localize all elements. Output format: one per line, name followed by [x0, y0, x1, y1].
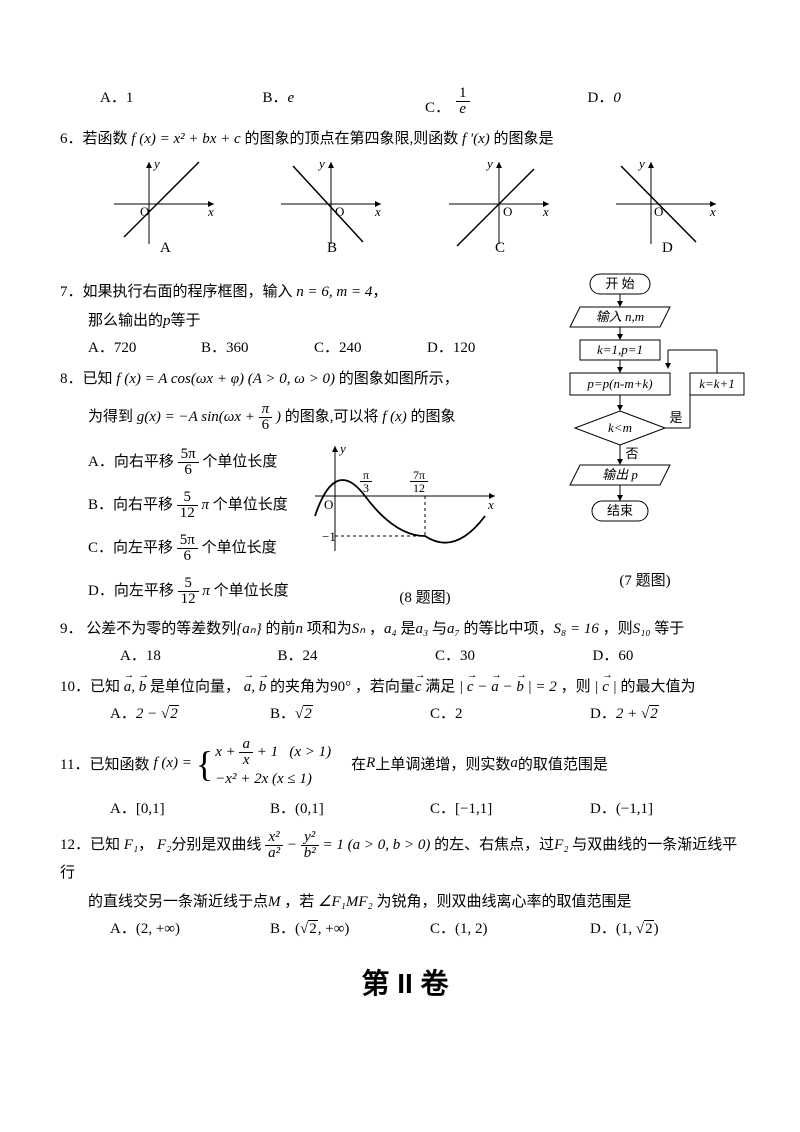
- q11-opt-B: B．(0,1]: [270, 797, 430, 818]
- svg-text:k=1,p=1: k=1,p=1: [597, 342, 643, 357]
- q11-opt-C: C．[−1,1]: [430, 797, 590, 818]
- q12-stem2: 的直线交另一条渐近线于点M ，若 ∠F₁MF₂ 为锐角，则双曲线离心率的取值范围…: [88, 890, 750, 911]
- q10-opt-A: A．2 − 2: [110, 702, 270, 723]
- q12-stem: 12．已知 F₁， F₂分别是双曲线 x²a² − y²b² = 1 (a > …: [60, 830, 750, 882]
- svg-text:结束: 结束: [607, 503, 633, 518]
- q7-fig-label: (7 题图): [540, 569, 750, 590]
- q7-stem: 7．如果执行右面的程序框图，输入 n = 6, m = 4，: [60, 280, 540, 301]
- q12-opt-A: A．(2, +∞): [110, 917, 270, 938]
- q11-options: A．[0,1] B．(0,1] C．[−1,1] D．(−1,1]: [110, 797, 750, 818]
- svg-text:x: x: [207, 204, 214, 219]
- q6-graph-C: O x y C: [439, 154, 559, 254]
- q8-stem: 8．已知 f (x) = A cos(ωx + φ) (A > 0, ω > 0…: [60, 367, 540, 388]
- q5-opt-C: C． 1e: [425, 86, 588, 117]
- q12-opt-D: D．(1, 2): [590, 917, 750, 938]
- q5-opt-D: D．0: [588, 86, 751, 117]
- svg-text:y: y: [317, 156, 325, 171]
- svg-text:O: O: [140, 204, 149, 219]
- svg-text:x: x: [709, 204, 716, 219]
- svg-text:O: O: [503, 204, 512, 219]
- svg-text:y: y: [338, 441, 346, 456]
- svg-text:k<m: k<m: [608, 420, 632, 435]
- svg-text:p=p(n-m+k): p=p(n-m+k): [586, 376, 652, 391]
- q8-opt-D: D．向左平移 512 π 个单位长度: [88, 576, 310, 607]
- svg-text:O: O: [654, 204, 663, 219]
- svg-text:x: x: [487, 497, 494, 512]
- q11-opt-A: A．[0,1]: [110, 797, 270, 818]
- q10-opt-D: D．2 + 2: [590, 702, 750, 723]
- svg-text:y: y: [152, 156, 160, 171]
- q10-stem: 10．已知 a, b 是单位向量， a, b 的夹角为90° ，若向量c 满足 …: [60, 675, 750, 696]
- q6-graph-B: O x y B: [271, 154, 391, 254]
- q12-opt-B: B．(2, +∞): [270, 917, 430, 938]
- svg-text:B: B: [327, 240, 337, 254]
- q7-opt-A: A．720: [88, 336, 201, 357]
- q8-fig-label: (8 题图): [310, 586, 540, 607]
- q10-opt-B: B．2: [270, 702, 430, 723]
- q11-stem: 11．已知函数 f (x) = { x + ax + 1 (x > 1) −x²…: [60, 737, 750, 791]
- q9-stem: 9． 公差不为零的等差数列{aₙ} 的前n 项和为Sₙ ，a₄ 是a₃ 与a₇ …: [60, 617, 750, 638]
- q7-opt-C: C．240: [314, 336, 427, 357]
- svg-text:输出 p: 输出 p: [602, 467, 638, 482]
- q8-graph: O x y −1 π3 7π12: [310, 441, 500, 561]
- q6-graph-D: O x y D: [606, 154, 726, 254]
- svg-text:y: y: [485, 156, 493, 171]
- svg-text:A: A: [160, 240, 171, 254]
- svg-text:否: 否: [625, 446, 638, 461]
- q9-opt-C: C．30: [435, 644, 593, 665]
- q11-opt-D: D．(−1,1]: [590, 797, 750, 818]
- q10-opt-C: C．2: [430, 702, 590, 723]
- q7-opt-D: D．120: [427, 336, 540, 357]
- svg-text:C: C: [495, 240, 505, 254]
- q6-graph-A: O x y A: [104, 154, 224, 254]
- q5-opt-A: A．1: [100, 86, 263, 117]
- q5-options: A．1 B．e C． 1e D．0: [100, 86, 750, 117]
- q8-opt-C: C．向左平移 5π6 个单位长度: [88, 533, 310, 564]
- q6-stem: 6．若函数 f (x) = x² + bx + c 的图象的顶点在第四象限,则函…: [60, 127, 750, 148]
- svg-text:y: y: [637, 156, 645, 171]
- q9-options: A．18 B．24 C．30 D．60: [120, 644, 750, 665]
- q12-options: A．(2, +∞) B．(2, +∞) C．(1, 2) D．(1, 2): [110, 917, 750, 938]
- q8-opt-A: A．向右平移 5π6 个单位长度: [88, 447, 310, 478]
- q8-opt-B: B．向右平移 512 π 个单位长度: [88, 490, 310, 521]
- section-2-title: 第 II 卷: [60, 962, 750, 1002]
- svg-text:k=k+1: k=k+1: [699, 376, 735, 391]
- q12-opt-C: C．(1, 2): [430, 917, 590, 938]
- q6-graphs: O x y A O x y B O x y C O x: [80, 154, 750, 254]
- q5-opt-B: B．e: [263, 86, 426, 117]
- q9-opt-A: A．18: [120, 644, 278, 665]
- q7-opt-B: B．360: [201, 336, 314, 357]
- q9-opt-D: D．60: [593, 644, 751, 665]
- svg-text:D: D: [662, 240, 673, 254]
- svg-text:O: O: [324, 497, 333, 512]
- q9-opt-B: B．24: [278, 644, 436, 665]
- svg-text:−1: −1: [322, 529, 336, 544]
- q7-stem2: 那么输出的p等于: [88, 309, 540, 330]
- q7-options: A．720 B．360 C．240 D．120: [88, 336, 540, 357]
- svg-text:x: x: [374, 204, 381, 219]
- q7-flowchart: 开 始 输入 n,m k=1,p=1 p=p(n-m+k) k<m: [540, 272, 750, 572]
- svg-text:开 始: 开 始: [605, 276, 634, 291]
- svg-text:输入 n,m: 输入 n,m: [596, 309, 644, 324]
- svg-text:是: 是: [669, 410, 682, 425]
- q8-stem2: 为得到 g(x) = −A sin(ωx + π6 ) 的图象,可以将 f (x…: [88, 402, 540, 433]
- q10-options: A．2 − 2 B．2 C．2 D．2 + 2: [110, 702, 750, 723]
- svg-text:x: x: [542, 204, 549, 219]
- svg-text:O: O: [335, 204, 344, 219]
